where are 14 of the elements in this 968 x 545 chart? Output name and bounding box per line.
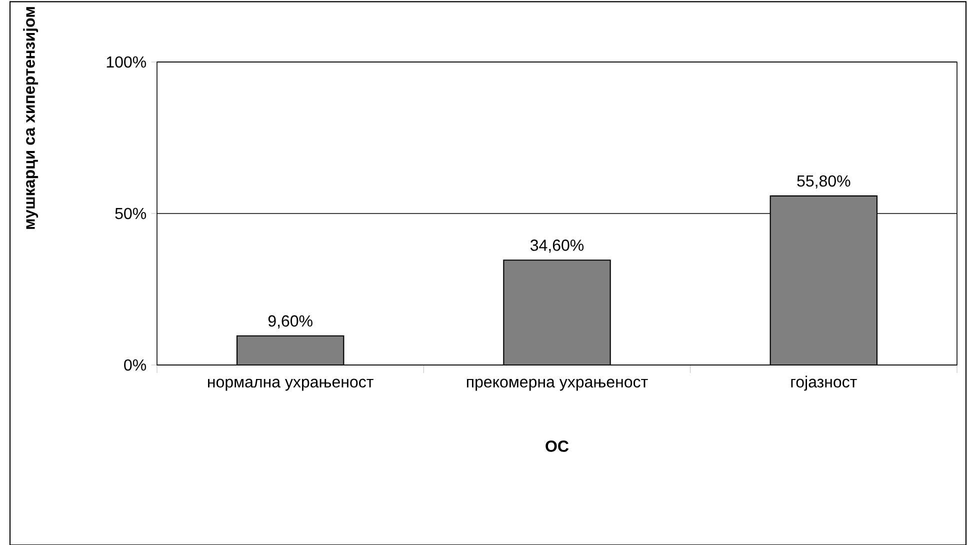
x-tick-label: прекомерна ухрањеност [466, 378, 648, 391]
bar [503, 260, 611, 365]
bar [236, 335, 344, 365]
bar [770, 195, 878, 365]
y-tick-label: 0% [124, 359, 146, 371]
y-tick-label: 50% [115, 208, 146, 220]
y-tick-label: 100% [106, 56, 146, 68]
x-tick-label: гојазност [791, 376, 857, 391]
x-tick-label: нормална ухрањеност [208, 378, 374, 391]
x-axis-title: ОС [546, 440, 569, 452]
y-axis-title: мушкарци са хипертензијом [23, 7, 38, 229]
data-label: 55,80% [797, 175, 850, 189]
data-label: 9,60% [268, 315, 312, 329]
data-label: 34,60% [530, 240, 584, 253]
